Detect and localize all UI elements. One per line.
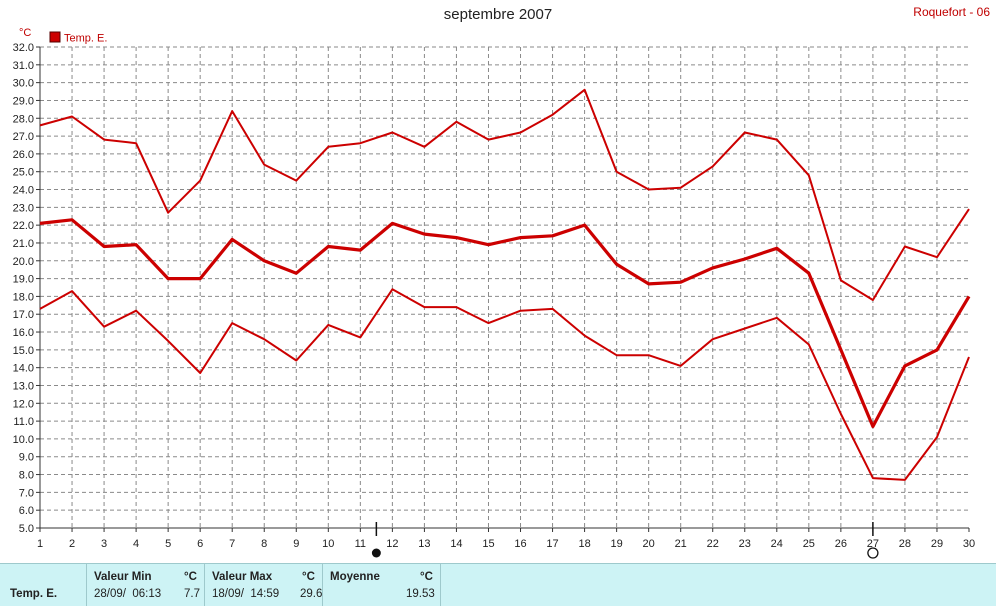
summary-min-value: 7.7: [184, 588, 200, 600]
x-tick-label: 24: [771, 538, 783, 550]
chart-title: septembre 2007: [443, 6, 553, 23]
y-tick-label: 8.0: [19, 470, 34, 482]
x-tick-label: 21: [675, 538, 687, 550]
x-tick-label: 13: [418, 538, 430, 550]
x-tick-label: 7: [229, 538, 235, 550]
y-tick-label: 27.0: [13, 131, 34, 143]
y-tick-label: 6.0: [19, 505, 34, 517]
y-tick-label: 7.0: [19, 487, 34, 499]
summary-row-label: Temp. E.: [10, 588, 58, 600]
x-tick-label: 15: [482, 538, 494, 550]
summary-min-cell: Valeur Min °C 28/09/ 06:13 7.7: [86, 564, 204, 606]
x-tick-label: 30: [963, 538, 975, 550]
summary-max-date: 18/09/ 14:59: [212, 588, 280, 600]
summary-mean-unit: °C: [420, 571, 433, 583]
x-tick-label: 12: [386, 538, 398, 550]
x-tick-label: 14: [450, 538, 462, 550]
summary-mean-header: Moyenne: [330, 571, 380, 583]
y-tick-label: 13.0: [13, 380, 34, 392]
y-tick-label: 9.0: [19, 452, 34, 464]
y-tick-label: 19.0: [13, 274, 34, 286]
temperature-chart: 5.0 6.0 7.0 8.0 9.0 10.0 11.0 12.0 13.0 14.0 15.0 1…: [13, 27, 975, 559]
summary-max-unit: °C: [302, 571, 315, 583]
x-tick-label: 23: [739, 538, 751, 550]
summary-divider: [322, 564, 323, 606]
x-tick-label: 17: [546, 538, 558, 550]
y-tick-label: 16.0: [13, 327, 34, 339]
y-tick-label: 11.0: [13, 416, 34, 428]
legend-swatch: [49, 31, 61, 43]
summary-mean-value: 19.53: [406, 588, 435, 600]
x-tick-label: 28: [899, 538, 911, 550]
x-tick-label: 1: [37, 538, 43, 550]
x-tick-label: 4: [133, 538, 139, 550]
x-tick-label: 25: [803, 538, 815, 550]
summary-max-value: 29.6: [300, 588, 323, 600]
series-line: [39, 288, 970, 481]
y-tick-label: 12.0: [13, 398, 34, 410]
x-tick-label: 2: [69, 538, 75, 550]
summary-panel: Temp. E. Valeur Min °C 28/09/ 06:13 7.7 …: [0, 563, 996, 606]
y-tick-label: 21.0: [13, 238, 34, 250]
x-tick-label: 5: [165, 538, 171, 550]
y-tick-label: 31.0: [13, 60, 34, 72]
y-tick-label: 10.0: [13, 434, 34, 446]
y-axis-unit: °C: [19, 27, 31, 39]
y-tick-label: 29.0: [13, 95, 34, 107]
y-tick-label: 28.0: [13, 113, 34, 125]
new-moon-marker: [371, 548, 381, 558]
x-tick-label: 8: [261, 538, 267, 550]
y-tick-label: 17.0: [13, 309, 34, 321]
y-tick-label: 14.0: [13, 363, 34, 375]
summary-min-date: 28/09/ 06:13: [94, 588, 162, 600]
y-tick-label: 32.0: [13, 42, 34, 54]
summary-mean-cell: Moyenne °C 19.53: [322, 564, 440, 606]
y-tick-label: 15.0: [13, 345, 34, 357]
series-line: [39, 88, 970, 301]
x-tick-label: 29: [931, 538, 943, 550]
x-tick-label: 19: [610, 538, 622, 550]
y-tick-label: 20.0: [13, 256, 34, 268]
x-tick-label: 18: [578, 538, 590, 550]
summary-divider: [86, 564, 87, 606]
summary-max-cell: Valeur Max °C 18/09/ 14:59 29.6: [204, 564, 322, 606]
y-tick-label: 26.0: [13, 149, 34, 161]
y-tick-label: 23.0: [13, 202, 34, 214]
x-tick-label: 3: [101, 538, 107, 550]
y-tick-label: 30.0: [13, 78, 34, 90]
x-tick-label: 10: [322, 538, 334, 550]
full-moon-marker: [867, 547, 879, 559]
x-tick-label: 9: [293, 538, 299, 550]
y-tick-label: 22.0: [13, 220, 34, 232]
y-tick-label: 24.0: [13, 185, 34, 197]
legend-label: Temp. E.: [64, 33, 107, 45]
summary-divider: [204, 564, 205, 606]
x-tick-label: 20: [643, 538, 655, 550]
series-line: [39, 218, 971, 429]
x-tick-label: 16: [514, 538, 526, 550]
summary-max-header: Valeur Max: [212, 571, 273, 583]
x-tick-label: 22: [707, 538, 719, 550]
station-name: Roquefort - 06: [913, 5, 990, 19]
x-tick-label: 27: [867, 538, 879, 550]
y-tick-label: 18.0: [13, 291, 34, 303]
x-tick-label: 26: [835, 538, 847, 550]
y-tick-label: 25.0: [13, 167, 34, 179]
summary-min-header: Valeur Min: [94, 571, 152, 583]
summary-divider: [440, 564, 441, 606]
summary-row-label-cell: Temp. E.: [8, 564, 84, 606]
summary-min-unit: °C: [184, 571, 197, 583]
x-tick-label: 11: [355, 538, 366, 550]
x-tick-label: 6: [197, 538, 203, 550]
y-tick-label: 5.0: [19, 523, 34, 535]
